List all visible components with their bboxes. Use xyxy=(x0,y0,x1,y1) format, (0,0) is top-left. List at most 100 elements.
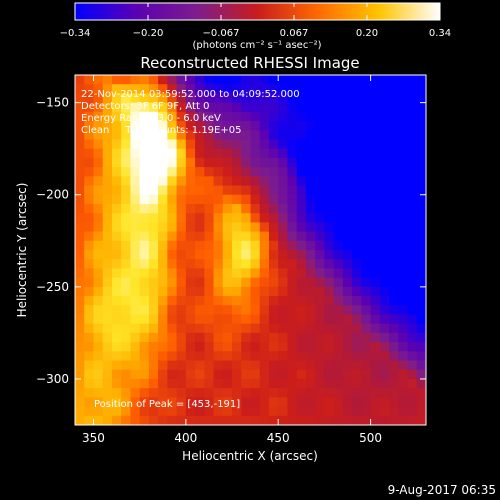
heatmap-cell xyxy=(195,167,205,177)
heatmap-cell xyxy=(185,222,196,233)
heatmap-cell xyxy=(296,222,307,233)
heatmap-cell xyxy=(296,406,307,417)
heatmap-cell xyxy=(342,148,353,159)
colorbar-ticks: −0.34 −0.20 −0.067 0.067 0.20 0.34 xyxy=(60,3,451,39)
heatmap-cell xyxy=(268,185,279,196)
heatmap-cell xyxy=(185,360,196,371)
heatmap-cell xyxy=(148,93,159,104)
heatmap-cell xyxy=(204,323,215,334)
heatmap-cell xyxy=(130,268,141,279)
heatmap-cell xyxy=(407,194,418,205)
heatmap-cell xyxy=(324,148,335,159)
heatmap-cell xyxy=(324,360,335,371)
heatmap-cell xyxy=(407,277,418,288)
heatmap-cell xyxy=(268,121,279,131)
heatmap-cell xyxy=(305,130,316,141)
heatmap-cell xyxy=(130,378,141,389)
heatmap-cell xyxy=(416,157,426,168)
heatmap-cell xyxy=(158,194,168,205)
heatmap-cell xyxy=(204,277,215,288)
heatmap-cell xyxy=(84,406,95,417)
heatmap-cell xyxy=(379,259,390,270)
heatmap-cell xyxy=(102,148,113,159)
heatmap-cell xyxy=(352,406,362,417)
heatmap-cell xyxy=(370,213,381,223)
heatmap-cell xyxy=(407,323,418,334)
heatmap-cell xyxy=(259,121,270,131)
heatmap-cell xyxy=(176,323,187,334)
heatmap-cell xyxy=(111,378,122,389)
heatmap-cell xyxy=(232,148,242,159)
heatmap-cell xyxy=(259,130,270,141)
heatmap-cell xyxy=(259,378,270,389)
heatmap-cell xyxy=(93,102,104,113)
heatmap-cell xyxy=(342,185,353,196)
heatmap-cell xyxy=(93,406,104,417)
heatmap-cell xyxy=(130,286,141,297)
heatmap-cell xyxy=(268,240,279,251)
footer-date: 9-Aug-2017 06:35 xyxy=(388,483,496,497)
heatmap-cell xyxy=(130,351,141,362)
colorbar-tick-label: −0.20 xyxy=(133,28,164,39)
heatmap-cell xyxy=(305,342,316,352)
heatmap-cell xyxy=(222,139,233,150)
heatmap-cell xyxy=(407,111,418,122)
heatmap-cell xyxy=(195,360,205,371)
heatmap-cell xyxy=(75,231,85,242)
heatmap-cell xyxy=(75,213,85,223)
heatmap-cell xyxy=(407,231,418,242)
heatmap-cell xyxy=(185,75,196,85)
heatmap-cell xyxy=(241,121,252,131)
heatmap-cell xyxy=(158,111,168,122)
heatmap-cell xyxy=(232,75,242,85)
heatmap-cell xyxy=(204,167,215,177)
heatmap-cell xyxy=(93,323,104,334)
heatmap-cell xyxy=(232,360,242,371)
heatmap-cell xyxy=(84,157,95,168)
heatmap-cell xyxy=(361,332,372,343)
heatmap-cell xyxy=(111,277,122,288)
heatmap-cell xyxy=(167,388,178,398)
heatmap-cell xyxy=(361,415,372,425)
heatmap-cell xyxy=(195,323,205,334)
heatmap-cell xyxy=(278,296,289,306)
heatmap-cell xyxy=(204,139,215,150)
heatmap-cell xyxy=(398,185,409,196)
heatmap-cell xyxy=(241,277,252,288)
heatmap-cell xyxy=(93,369,104,380)
heatmap-cell xyxy=(278,360,289,371)
heatmap-cell xyxy=(167,369,178,380)
heatmap-cell xyxy=(370,203,381,214)
heatmap-cell xyxy=(148,388,159,398)
heatmap-cell xyxy=(296,84,307,95)
heatmap-cell xyxy=(213,314,224,325)
heatmap-cell xyxy=(222,130,233,141)
heatmap-cell xyxy=(361,323,372,334)
heatmap-cell xyxy=(278,222,289,233)
heatmap-cell xyxy=(324,406,335,417)
heatmap-cell xyxy=(379,397,390,408)
heatmap-cell xyxy=(259,93,270,104)
heatmap-cell xyxy=(111,75,122,85)
heatmap-cell xyxy=(158,185,168,196)
heatmap-cell xyxy=(148,268,159,279)
heatmap-cell xyxy=(75,360,85,371)
heatmap-cell xyxy=(241,314,252,325)
heatmap-cell xyxy=(352,332,362,343)
heatmap-cell xyxy=(389,378,399,389)
heatmap-cell xyxy=(278,369,289,380)
heatmap-cell xyxy=(222,167,233,177)
heatmap-cell xyxy=(268,84,279,95)
heatmap-cell xyxy=(75,139,85,150)
heatmap-cell xyxy=(305,360,316,371)
heatmap-cell xyxy=(75,369,85,380)
heatmap-cell xyxy=(352,314,362,325)
heatmap-cell xyxy=(389,203,399,214)
info-time-range: 22-Nov-2014 03:59:52.000 to 04:09:52.000 xyxy=(81,89,300,100)
heatmap-cell xyxy=(241,259,252,270)
heatmap-cell xyxy=(315,360,325,371)
heatmap-cell xyxy=(222,148,233,159)
heatmap-cell xyxy=(352,388,362,398)
heatmap-cell xyxy=(250,93,261,104)
heatmap-cell xyxy=(102,286,113,297)
